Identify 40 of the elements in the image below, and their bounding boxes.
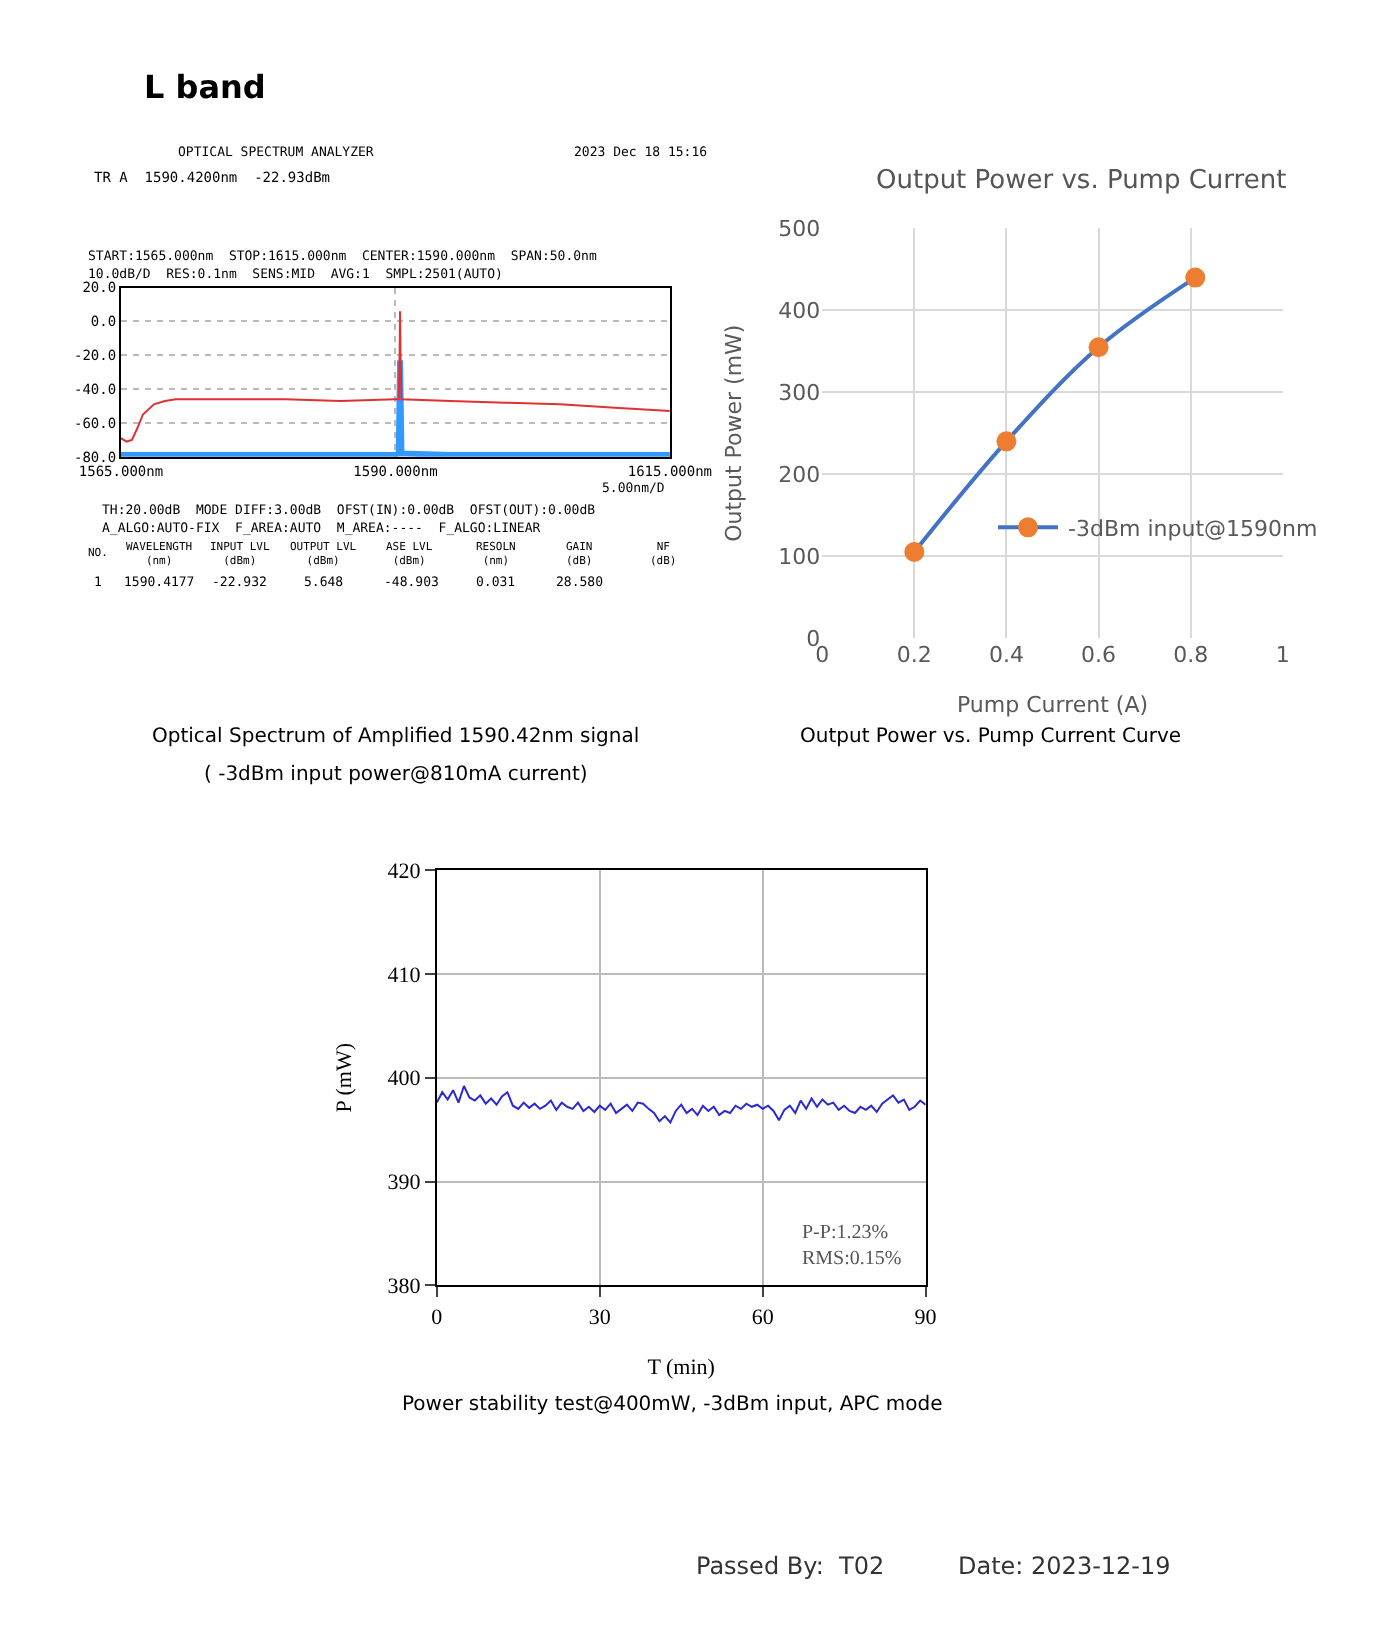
x-tick-label: 0.4 — [988, 641, 1024, 668]
annotation: P-P:1.23% — [802, 1222, 889, 1244]
y-axis-title: Output Power (mW) — [721, 324, 748, 542]
text: Passed By: T02 — [696, 1552, 885, 1580]
legend-label: -3dBm input@1590nm — [1068, 515, 1318, 542]
x-tick-label: 0.8 — [1173, 641, 1209, 668]
text: Power stability test@400mW, -3dBm input, APC mode — [402, 1394, 943, 1416]
x-tick-label: 30 — [588, 1305, 612, 1330]
y-tick-label: 200 — [778, 461, 821, 488]
line-series — [436, 1085, 926, 1124]
x-tick-label: 1 — [1275, 641, 1290, 668]
text: ( -3dBm input power@810mA current) — [204, 764, 588, 786]
y-tick-label: 100 — [778, 543, 821, 570]
y-tick-label: 300 — [778, 379, 821, 406]
y-tick-label: 500 — [778, 216, 821, 243]
chart-title: L band — [144, 68, 266, 106]
line-series — [120, 310, 670, 443]
x-tick-label: 0 — [431, 1305, 444, 1330]
y-tick-label: 420 — [387, 859, 422, 884]
point — [1185, 267, 1206, 288]
text: Output Power vs. Pump Current Curve — [800, 726, 1182, 748]
y-tick-label: 400 — [387, 1067, 422, 1092]
y-tick-label: 390 — [387, 1171, 422, 1196]
point — [904, 541, 925, 562]
x-tick-label: 60 — [751, 1305, 775, 1330]
x-tick-label: 90 — [914, 1305, 938, 1330]
x-axis-title: T (min) — [647, 1356, 716, 1381]
point — [996, 431, 1017, 452]
x-axis-title: Pump Current (A) — [956, 692, 1149, 719]
text: Date: 2023-12-19 — [958, 1552, 1171, 1580]
chart-title: Output Power vs. Pump Current — [876, 166, 1287, 196]
point — [1088, 337, 1109, 358]
y-axis-title: P (mW) — [332, 1042, 357, 1113]
y-tick-label: 410 — [387, 963, 422, 988]
y-tick-label: 380 — [387, 1275, 422, 1300]
y-tick-label: 400 — [778, 298, 821, 325]
x-tick-label: 0.6 — [1081, 641, 1117, 668]
annotation: RMS:0.15% — [802, 1248, 902, 1270]
text: Optical Spectrum of Amplified 1590.42nm signal — [152, 726, 640, 748]
x-tick-label: 0.2 — [896, 641, 932, 668]
